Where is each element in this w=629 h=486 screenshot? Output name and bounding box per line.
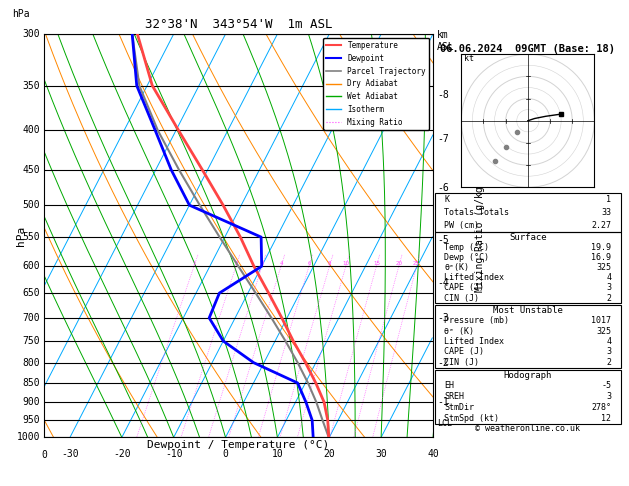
Text: -20: -20 [113,449,131,458]
Text: K: K [444,195,449,204]
Text: 10: 10 [342,261,349,266]
Text: 300: 300 [23,29,40,39]
Text: 3: 3 [260,261,264,266]
Text: 4: 4 [606,273,611,282]
Text: StmDir: StmDir [444,403,474,412]
Text: 4: 4 [606,337,611,346]
Text: 650: 650 [23,288,40,298]
Text: © weatheronline.co.uk: © weatheronline.co.uk [476,424,581,434]
Text: Pressure (mb): Pressure (mb) [444,316,509,325]
Text: 25: 25 [413,261,420,266]
Text: 10: 10 [272,449,283,458]
Text: -7: -7 [437,134,448,144]
Text: Lifted Index: Lifted Index [444,273,504,282]
Text: -3: -3 [437,313,448,323]
Text: 1017: 1017 [591,316,611,325]
Text: -30: -30 [61,449,79,458]
Text: 800: 800 [23,358,40,367]
Text: PW (cm): PW (cm) [444,221,479,230]
Text: Totals Totals: Totals Totals [444,208,509,217]
Text: 19.9: 19.9 [591,243,611,252]
Text: 8: 8 [328,261,331,266]
Text: 2: 2 [606,294,611,302]
Text: -1: -1 [437,397,448,407]
Text: 700: 700 [23,313,40,323]
Text: Temp (°C): Temp (°C) [444,243,489,252]
Text: 4: 4 [279,261,283,266]
Text: 3: 3 [606,283,611,293]
Text: 750: 750 [23,336,40,346]
Text: 20: 20 [323,449,335,458]
Text: EH: EH [444,382,454,390]
Text: 350: 350 [23,81,40,91]
Text: Lifted Index: Lifted Index [444,337,504,346]
Text: 16.9: 16.9 [591,253,611,262]
Text: 3: 3 [606,392,611,401]
Text: 15: 15 [373,261,380,266]
Text: 1: 1 [606,195,611,204]
Text: Most Unstable: Most Unstable [493,306,563,315]
Text: 2: 2 [606,358,611,367]
X-axis label: Dewpoint / Temperature (°C): Dewpoint / Temperature (°C) [147,440,330,450]
Text: 2: 2 [234,261,238,266]
Text: 950: 950 [23,415,40,425]
Text: 0: 0 [41,450,47,459]
Text: 12: 12 [601,414,611,423]
Title: 32°38'N  343°54'W  1m ASL: 32°38'N 343°54'W 1m ASL [145,18,332,32]
Text: CIN (J): CIN (J) [444,358,479,367]
Text: StmSpd (kt): StmSpd (kt) [444,414,499,423]
Text: CAPE (J): CAPE (J) [444,283,484,293]
Text: 325: 325 [596,327,611,336]
Text: 40: 40 [427,449,439,458]
Legend: Temperature, Dewpoint, Parcel Trajectory, Dry Adiabat, Wet Adiabat, Isotherm, Mi: Temperature, Dewpoint, Parcel Trajectory… [323,38,429,130]
Text: 06.06.2024  09GMT (Base: 18): 06.06.2024 09GMT (Base: 18) [440,44,615,54]
Text: 30: 30 [376,449,387,458]
Text: Hodograph: Hodograph [504,371,552,380]
Text: 550: 550 [23,232,40,242]
Text: 400: 400 [23,125,40,136]
Text: hPa: hPa [16,226,26,246]
Text: 33: 33 [601,208,611,217]
Text: CAPE (J): CAPE (J) [444,347,484,357]
Text: -2: -2 [437,358,448,367]
Text: 2.27: 2.27 [591,221,611,230]
Text: -4: -4 [437,278,448,288]
Text: -10: -10 [165,449,182,458]
Text: -5: -5 [437,235,448,245]
Text: hPa: hPa [13,9,30,19]
Text: 450: 450 [23,165,40,175]
Text: km
ASL: km ASL [437,30,455,52]
Text: 600: 600 [23,261,40,271]
Text: 3: 3 [606,347,611,357]
Text: Surface: Surface [509,233,547,242]
Text: 0: 0 [223,449,228,458]
Text: θᵉ(K): θᵉ(K) [444,263,469,272]
Text: -8: -8 [437,90,448,100]
Text: 6: 6 [307,261,311,266]
Text: 900: 900 [23,397,40,407]
Text: 278°: 278° [591,403,611,412]
Text: 500: 500 [23,200,40,210]
Text: θᵉ (K): θᵉ (K) [444,327,474,336]
Text: CIN (J): CIN (J) [444,294,479,302]
Text: 1000: 1000 [16,433,40,442]
Text: -5: -5 [601,382,611,390]
Text: SREH: SREH [444,392,464,401]
Text: -6: -6 [437,183,448,193]
Text: 20: 20 [396,261,403,266]
Text: Dewp (°C): Dewp (°C) [444,253,489,262]
Text: LCL: LCL [437,419,452,428]
Text: Mixing Ratio (g/kg): Mixing Ratio (g/kg) [475,180,485,292]
Text: 325: 325 [596,263,611,272]
Text: 850: 850 [23,378,40,388]
Text: 1: 1 [192,261,196,266]
